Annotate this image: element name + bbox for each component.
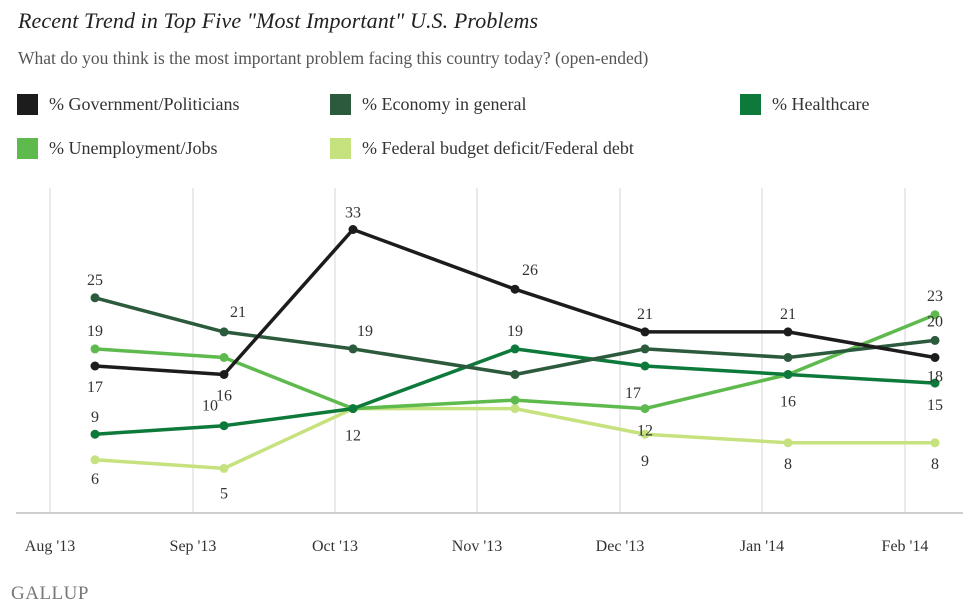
data-label: 26	[522, 262, 538, 279]
data-point	[510, 370, 520, 379]
data-label: 6	[91, 471, 99, 488]
legend-swatch	[740, 93, 761, 115]
data-label: 16	[780, 394, 796, 411]
data-point	[640, 327, 650, 337]
data-point	[348, 404, 358, 414]
data-label: 8	[784, 456, 792, 473]
data-label: 25	[87, 272, 103, 289]
data-point	[640, 404, 650, 414]
legend-item: % Government/Politicians	[17, 92, 239, 116]
data-label: 9	[91, 409, 99, 426]
data-label: 5	[220, 485, 228, 502]
data-point	[783, 438, 793, 448]
legend-swatch	[17, 137, 38, 159]
data-point	[219, 463, 229, 473]
data-point	[348, 225, 358, 234]
data-label: 21	[637, 306, 653, 323]
legend-item: % Healthcare	[740, 92, 869, 116]
data-point	[930, 378, 940, 388]
data-label: 21	[780, 306, 796, 323]
data-label: 9	[641, 453, 649, 470]
data-point	[640, 361, 650, 371]
data-point	[90, 293, 100, 303]
x-tick-label: Feb '14	[882, 538, 929, 555]
x-tick-label: Dec '13	[596, 538, 645, 555]
x-tick-label: Aug '13	[25, 538, 75, 555]
data-point	[510, 284, 520, 294]
data-label: 8	[931, 456, 939, 473]
data-point	[783, 327, 793, 337]
data-point	[783, 370, 793, 379]
data-label: 18	[927, 369, 943, 386]
data-label: 19	[87, 323, 103, 340]
data-point	[930, 335, 940, 345]
data-point	[783, 353, 793, 362]
series-line	[94, 406, 935, 471]
data-label: 20	[927, 313, 943, 330]
data-label: 19	[507, 323, 523, 340]
data-point	[348, 344, 358, 354]
x-tick-label: Sep '13	[170, 538, 217, 555]
data-point	[219, 353, 229, 362]
legend-label: % Economy in general	[362, 93, 527, 114]
data-label: 10	[202, 398, 218, 415]
data-point	[90, 361, 100, 371]
data-point	[219, 370, 229, 379]
data-point	[930, 353, 940, 362]
legend-item: % Unemployment/Jobs	[17, 136, 218, 160]
legend-item: % Economy in general	[330, 92, 526, 116]
x-tick-label: Oct '13	[312, 538, 358, 555]
data-point	[510, 404, 520, 414]
data-label: 12	[345, 428, 361, 445]
data-point	[640, 344, 650, 354]
data-label: 17	[625, 385, 641, 402]
data-label: 23	[927, 288, 943, 305]
data-label: 33	[345, 205, 361, 222]
x-tick-label: Jan '14	[740, 538, 784, 555]
data-label: 21	[230, 304, 246, 321]
chart-subtitle: What do you think is the most important …	[18, 48, 649, 68]
data-label: 19	[357, 323, 373, 340]
data-point	[930, 310, 940, 320]
legend-label: % Government/Politicians	[49, 93, 240, 114]
legend-swatch	[330, 137, 351, 159]
data-point	[510, 344, 520, 354]
data-point	[219, 327, 229, 337]
legend-swatch	[17, 93, 38, 115]
data-point	[930, 438, 940, 448]
legend-label: % Healthcare	[772, 93, 870, 114]
data-point	[640, 429, 650, 439]
data-point	[90, 455, 100, 465]
gallup-logo: GALLUP	[11, 583, 89, 604]
legend-item: % Federal budget deficit/Federal debt	[330, 136, 634, 160]
chart-title: Recent Trend in Top Five "Most Important…	[18, 8, 539, 33]
data-point	[510, 395, 520, 405]
legend-swatch	[330, 93, 351, 115]
legend-label: % Federal budget deficit/Federal debt	[362, 137, 634, 158]
x-tick-label: Nov '13	[452, 538, 502, 555]
data-point	[219, 421, 229, 431]
data-label: 17	[87, 379, 103, 396]
legend-label: % Unemployment/Jobs	[49, 137, 218, 158]
data-label: 15	[927, 397, 943, 414]
data-point	[90, 429, 100, 439]
data-label: 12	[637, 423, 653, 440]
data-point	[90, 344, 100, 354]
data-label: 16	[216, 388, 232, 405]
